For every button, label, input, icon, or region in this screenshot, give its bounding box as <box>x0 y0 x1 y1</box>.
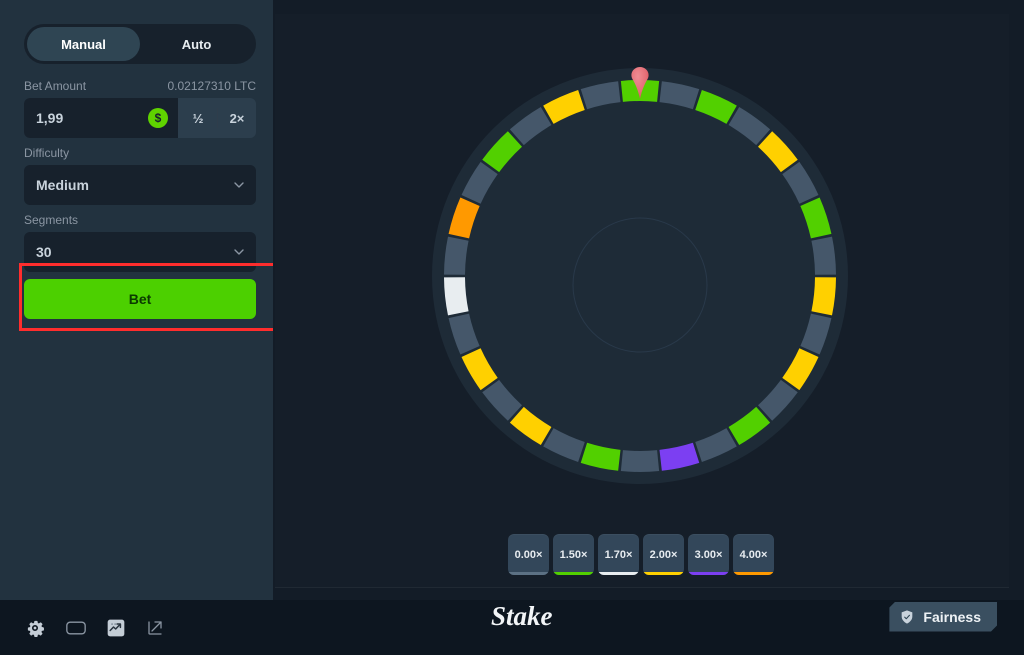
svg-text:Stake: Stake <box>491 601 553 631</box>
